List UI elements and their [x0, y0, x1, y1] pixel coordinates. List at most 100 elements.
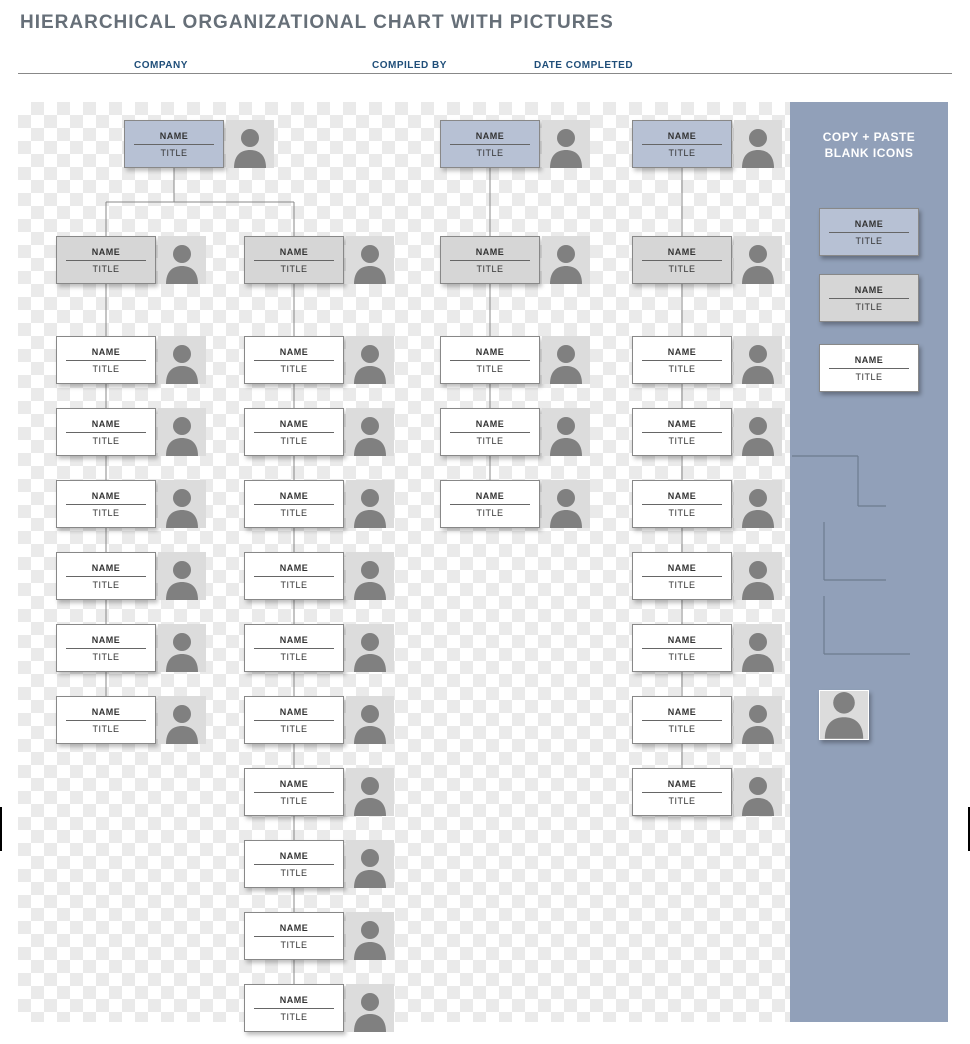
org-card[interactable]: NAMETITLE [244, 912, 344, 960]
org-node[interactable]: NAMETITLE [244, 236, 394, 284]
name-field[interactable]: NAME [66, 491, 146, 505]
org-node[interactable]: NAMETITLE [56, 696, 206, 744]
name-field[interactable]: NAME [642, 131, 722, 145]
title-field[interactable]: TITLE [254, 361, 334, 374]
title-field[interactable]: TITLE [134, 145, 214, 158]
avatar-icon[interactable] [158, 624, 206, 672]
org-node[interactable]: NAMETITLE [632, 336, 782, 384]
name-field[interactable]: NAME [450, 247, 530, 261]
avatar-icon[interactable] [734, 768, 782, 816]
name-field[interactable]: NAME [254, 491, 334, 505]
org-card[interactable]: NAMETITLE [244, 552, 344, 600]
org-card[interactable]: NAMETITLE [244, 336, 344, 384]
avatar-icon[interactable] [734, 480, 782, 528]
title-field[interactable]: TITLE [642, 145, 722, 158]
sidebar-sample-card[interactable]: NAMETITLE [819, 274, 919, 322]
avatar-icon[interactable] [346, 336, 394, 384]
org-card[interactable]: NAMETITLE [440, 120, 540, 168]
org-node[interactable]: NAMETITLE [56, 552, 206, 600]
avatar-icon[interactable] [226, 120, 274, 168]
title-field[interactable]: TITLE [66, 261, 146, 274]
avatar-icon[interactable] [158, 408, 206, 456]
name-field[interactable]: NAME [450, 491, 530, 505]
org-node[interactable]: NAMETITLE [244, 696, 394, 744]
org-card[interactable]: NAMETITLE [440, 480, 540, 528]
org-node[interactable]: NAMETITLE [440, 408, 590, 456]
org-node[interactable]: NAMETITLE [632, 480, 782, 528]
org-card[interactable]: NAMETITLE [244, 408, 344, 456]
avatar-icon[interactable] [158, 696, 206, 744]
avatar-icon[interactable] [346, 984, 394, 1032]
name-field[interactable]: NAME [642, 247, 722, 261]
org-card[interactable]: NAMETITLE [440, 408, 540, 456]
org-node[interactable]: NAMETITLE [56, 236, 206, 284]
org-card[interactable]: NAMETITLE [632, 120, 732, 168]
org-card[interactable]: NAMETITLE [632, 624, 732, 672]
org-node[interactable]: NAMETITLE [56, 336, 206, 384]
org-node[interactable]: NAMETITLE [124, 120, 274, 168]
name-field[interactable]: NAME [642, 491, 722, 505]
org-card[interactable]: NAMETITLE [632, 236, 732, 284]
org-card[interactable]: NAMETITLE [632, 768, 732, 816]
org-node[interactable]: NAMETITLE [632, 696, 782, 744]
title-field[interactable]: TITLE [450, 261, 530, 274]
org-card[interactable]: NAMETITLE [244, 768, 344, 816]
org-node[interactable]: NAMETITLE [244, 624, 394, 672]
title-field[interactable]: TITLE [254, 261, 334, 274]
name-field[interactable]: NAME [642, 707, 722, 721]
name-field[interactable]: NAME [642, 347, 722, 361]
name-field[interactable]: NAME [254, 563, 334, 577]
avatar-icon[interactable] [734, 120, 782, 168]
org-card[interactable]: NAMETITLE [632, 552, 732, 600]
org-card[interactable]: NAMETITLE [56, 336, 156, 384]
title-field[interactable]: TITLE [254, 649, 334, 662]
org-card[interactable]: NAMETITLE [440, 336, 540, 384]
org-card[interactable]: NAMETITLE [440, 236, 540, 284]
avatar-icon[interactable] [346, 912, 394, 960]
org-node[interactable]: NAMETITLE [440, 236, 590, 284]
org-node[interactable]: NAMETITLE [244, 552, 394, 600]
avatar-icon[interactable] [346, 480, 394, 528]
avatar-icon[interactable] [542, 336, 590, 384]
org-card[interactable]: NAMETITLE [632, 696, 732, 744]
name-field[interactable]: NAME [254, 779, 334, 793]
org-node[interactable]: NAMETITLE [244, 480, 394, 528]
title-field[interactable]: TITLE [642, 261, 722, 274]
title-field[interactable]: TITLE [254, 721, 334, 734]
title-field[interactable]: TITLE [66, 433, 146, 446]
title-field[interactable]: TITLE [642, 577, 722, 590]
name-field[interactable]: NAME [450, 347, 530, 361]
title-field[interactable]: TITLE [642, 649, 722, 662]
avatar-icon[interactable] [158, 336, 206, 384]
org-card[interactable]: NAMETITLE [244, 480, 344, 528]
name-field[interactable]: NAME [254, 419, 334, 433]
avatar-icon[interactable] [158, 480, 206, 528]
title-field[interactable]: TITLE [450, 433, 530, 446]
name-field[interactable]: NAME [254, 995, 334, 1009]
name-field[interactable]: NAME [254, 851, 334, 865]
title-field[interactable]: TITLE [66, 577, 146, 590]
org-node[interactable]: NAMETITLE [244, 336, 394, 384]
org-node[interactable]: NAMETITLE [632, 120, 782, 168]
org-node[interactable]: NAMETITLE [632, 236, 782, 284]
avatar-icon[interactable] [542, 480, 590, 528]
org-card[interactable]: NAMETITLE [632, 336, 732, 384]
title-field[interactable]: TITLE [450, 505, 530, 518]
name-field[interactable]: NAME [66, 419, 146, 433]
title-field[interactable]: TITLE [642, 433, 722, 446]
title-field[interactable]: TITLE [66, 361, 146, 374]
avatar-icon[interactable] [734, 696, 782, 744]
org-node[interactable]: NAMETITLE [440, 120, 590, 168]
name-field[interactable]: NAME [66, 707, 146, 721]
name-field[interactable]: NAME [450, 419, 530, 433]
title-field[interactable]: TITLE [642, 793, 722, 806]
org-card[interactable]: NAMETITLE [56, 480, 156, 528]
name-field[interactable]: NAME [66, 635, 146, 649]
title-field[interactable]: TITLE [254, 577, 334, 590]
title-field[interactable]: TITLE [642, 721, 722, 734]
title-field[interactable]: TITLE [66, 649, 146, 662]
title-field[interactable]: TITLE [642, 505, 722, 518]
sidebar-avatar-sample[interactable] [819, 690, 869, 740]
name-field[interactable]: NAME [254, 247, 334, 261]
name-field[interactable]: NAME [254, 635, 334, 649]
